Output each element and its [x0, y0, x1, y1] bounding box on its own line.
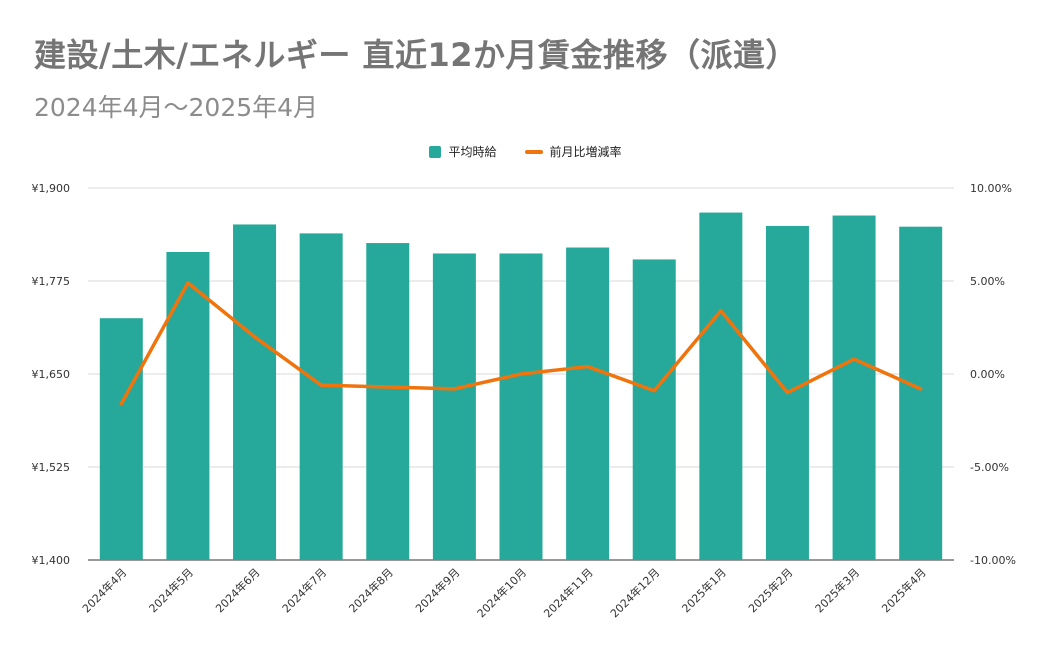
bar — [699, 212, 743, 560]
legend-label-line: 前月比増減率 — [549, 145, 622, 159]
x-tick-label: 2024年6月 — [212, 565, 262, 615]
y-left-tick-label: ¥1,650 — [32, 368, 71, 381]
legend-label-bar: 平均時給 — [448, 145, 497, 159]
bar — [832, 215, 876, 560]
y-left-tick-label: ¥1,525 — [32, 461, 71, 474]
y-right-tick-label: 10.00% — [970, 182, 1012, 195]
legend-swatch-line — [524, 149, 543, 154]
legend-item-bar: 平均時給 — [429, 143, 497, 160]
x-tick-label: 2024年11月 — [541, 565, 596, 620]
chart-title: 建設/土木/エネルギー 直近12か月賃金推移（派遣） — [34, 36, 799, 74]
x-tick-label: 2024年4月 — [79, 565, 129, 615]
chart-subtitle: 2024年4月～2025年4月 — [34, 93, 319, 122]
y-right-tick-label: 0.00% — [970, 368, 1005, 381]
x-tick-label: 2024年12月 — [607, 565, 662, 620]
bar — [299, 233, 343, 560]
legend: 平均時給 前月比増減率 — [0, 143, 1051, 160]
x-tick-label: 2025年3月 — [812, 565, 862, 615]
bar — [499, 253, 543, 561]
bar — [99, 318, 143, 560]
bar — [632, 259, 676, 560]
x-tick-label: 2024年5月 — [146, 565, 196, 615]
y-right-tick-label: 5.00% — [970, 275, 1005, 288]
x-tick-label: 2024年10月 — [474, 565, 529, 620]
y-left-tick-label: ¥1,775 — [32, 275, 71, 288]
y-left-tick-label: ¥1,900 — [32, 182, 71, 195]
legend-item-line: 前月比増減率 — [524, 143, 622, 160]
x-tick-label: 2024年9月 — [412, 565, 462, 615]
x-tick-label: 2025年2月 — [745, 565, 795, 615]
x-tick-label: 2025年4月 — [879, 565, 929, 615]
bar — [166, 251, 210, 560]
bar — [366, 243, 410, 560]
x-tick-label: 2024年8月 — [346, 565, 396, 615]
legend-swatch-bar — [429, 145, 442, 158]
bar — [432, 253, 476, 561]
x-tick-label: 2025年1月 — [679, 565, 729, 615]
x-tick-label: 2024年7月 — [279, 565, 329, 615]
y-right-tick-label: -5.00% — [970, 461, 1009, 474]
bar — [566, 247, 610, 560]
y-right-tick-label: -10.00% — [970, 554, 1016, 567]
bar — [899, 226, 943, 561]
bar — [233, 224, 277, 560]
y-left-tick-label: ¥1,400 — [32, 554, 71, 567]
